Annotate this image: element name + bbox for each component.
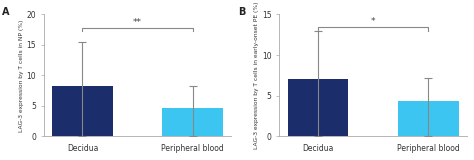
Bar	[162, 108, 223, 136]
Text: A: A	[2, 7, 10, 17]
Bar	[398, 101, 458, 136]
Text: **: **	[133, 18, 142, 28]
Y-axis label: LAG-3 expression by T cells in NP (%): LAG-3 expression by T cells in NP (%)	[18, 19, 24, 132]
Bar	[288, 80, 348, 136]
Text: B: B	[238, 7, 246, 17]
Text: *: *	[371, 17, 375, 26]
Y-axis label: LAG-3 expression by T cells in early-onset PE (%): LAG-3 expression by T cells in early-ons…	[254, 2, 259, 149]
Bar	[52, 86, 113, 136]
